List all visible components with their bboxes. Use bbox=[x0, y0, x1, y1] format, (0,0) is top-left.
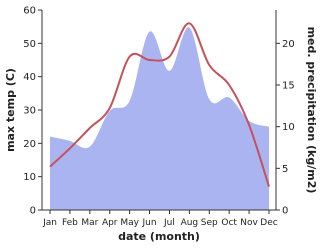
temperature-line bbox=[49, 22, 270, 187]
y2-tick-label: 15 bbox=[282, 81, 295, 92]
x-tick-label: Jan bbox=[42, 218, 57, 228]
y-tick-label: 40 bbox=[23, 72, 36, 83]
y-tick-label: 0 bbox=[30, 206, 36, 217]
x-tick-label: Mar bbox=[81, 218, 98, 228]
y-axis-label: max temp (C) bbox=[4, 68, 17, 152]
y2-tick-label: 10 bbox=[282, 122, 295, 133]
x-tick-label: Dec bbox=[260, 218, 277, 228]
x-axis-label: date (month) bbox=[118, 230, 200, 243]
precipitation-area bbox=[50, 27, 269, 210]
y2-tick-label: 5 bbox=[282, 164, 288, 175]
y2-tick-label: 0 bbox=[282, 206, 288, 217]
x-tick-label: Jul bbox=[163, 218, 175, 228]
x-tick-label: May bbox=[120, 218, 139, 228]
x-tick-label: Nov bbox=[240, 218, 258, 228]
x-tick-label: Apr bbox=[102, 218, 118, 228]
y-tick-label: 30 bbox=[23, 106, 36, 117]
y2-axis-label: med. precipitation (kg/m2) bbox=[305, 27, 318, 194]
chart: date (month) max temp (C) med. precipita… bbox=[4, 6, 318, 244]
x-tick-label: Sep bbox=[201, 218, 218, 228]
x-tick-label: Aug bbox=[181, 218, 199, 228]
y-tick-label: 60 bbox=[23, 6, 36, 17]
y-tick-label: 20 bbox=[23, 139, 36, 150]
x-tick-label: Oct bbox=[221, 218, 237, 228]
x-tick-label: Feb bbox=[62, 218, 78, 228]
y-tick-label: 50 bbox=[23, 39, 36, 50]
y-tick-label: 10 bbox=[23, 172, 36, 183]
y2-tick-label: 20 bbox=[282, 39, 295, 50]
x-tick-label: Jun bbox=[142, 218, 157, 228]
